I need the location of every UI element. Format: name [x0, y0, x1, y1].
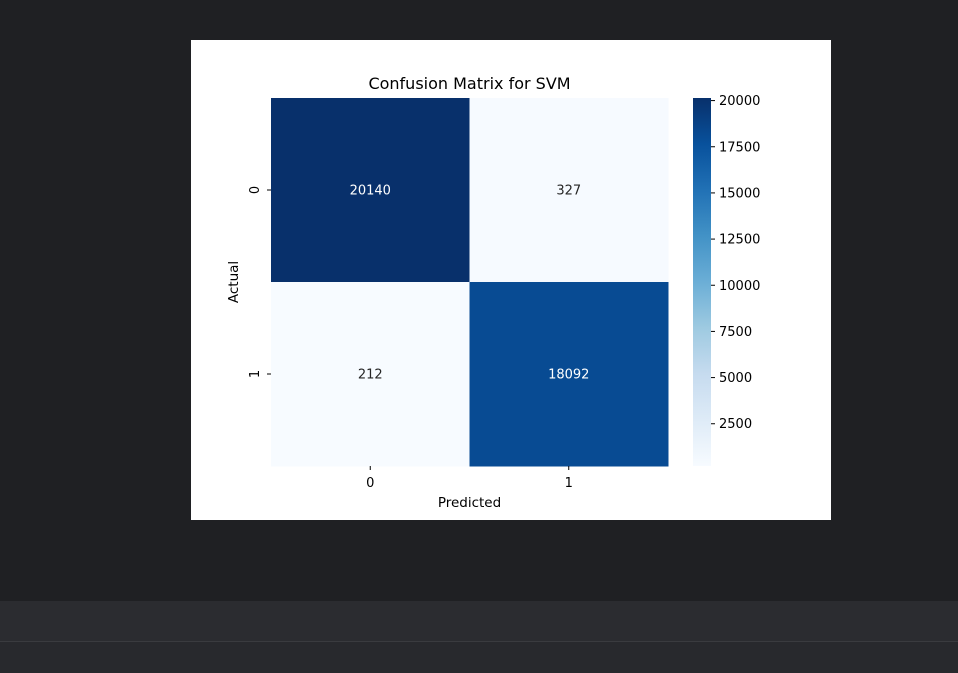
- cell-value-label: 20140: [350, 184, 391, 199]
- x-axis-label: Predicted: [438, 495, 501, 511]
- colorbar-tick-label: 17500: [719, 140, 760, 155]
- x-tick-label: 0: [366, 476, 374, 491]
- output-area: Confusion Matrix for SVM 20140 327 212 1809…: [191, 40, 831, 520]
- heatmap-cell: [469, 282, 669, 467]
- y-axis-label: Actual: [226, 261, 242, 303]
- x-tick-label: 1: [565, 476, 573, 491]
- y-tick-label: 1: [248, 370, 263, 378]
- chart-title: Confusion Matrix for SVM: [368, 74, 570, 93]
- cell-value-label: 327: [556, 184, 581, 199]
- status-bar: [0, 642, 958, 673]
- heatmap-cell: [271, 282, 470, 467]
- colorbar-tick-label: 7500: [719, 325, 752, 340]
- cell-value-label: 212: [358, 368, 383, 383]
- colorbar-tick-label: 12500: [719, 233, 760, 248]
- colorbar-tick-label: 15000: [719, 186, 760, 201]
- colorbar: [693, 98, 711, 466]
- heatmap-cell: [271, 98, 470, 283]
- bottom-toolbar: [0, 601, 958, 642]
- colorbar-tick-label: 2500: [719, 417, 752, 432]
- confusion-matrix-chart: Confusion Matrix for SVM 20140 327 212 1809…: [226, 74, 760, 511]
- colorbar-tick-label: 5000: [719, 371, 752, 386]
- cell-value-label: 18092: [548, 368, 589, 383]
- colorbar-tick-label: 10000: [719, 279, 760, 294]
- colorbar-tick-label: 20000: [719, 94, 760, 109]
- y-tick-label: 0: [248, 186, 263, 194]
- figure-card: Confusion Matrix for SVM 20140 327 212 1809…: [191, 40, 831, 520]
- heatmap-cell: [469, 98, 669, 283]
